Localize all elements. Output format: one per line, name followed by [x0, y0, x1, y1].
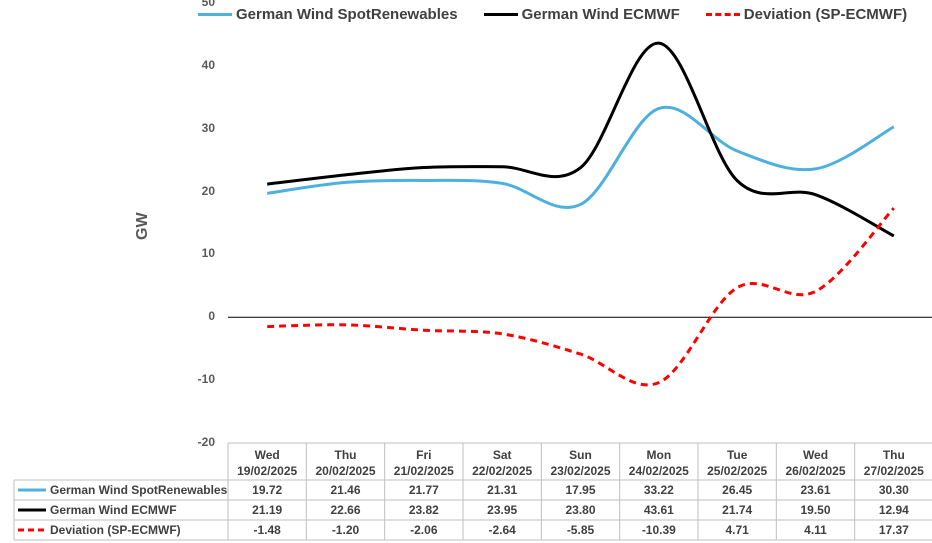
table-cell-value: 23.61 — [800, 483, 830, 497]
table-cell-value: 21.31 — [487, 483, 517, 497]
x-tick-day: Wed — [255, 448, 280, 462]
y-axis-label: GW — [134, 212, 151, 240]
x-tick-date: 25/02/2025 — [707, 464, 767, 478]
legend-label-ecmwf: German Wind ECMWF — [521, 6, 680, 23]
table-cell-value: 17.37 — [879, 523, 909, 537]
series-line-spotrenewables — [266, 105, 895, 209]
y-tick-label: 20 — [201, 183, 215, 198]
x-tick-date: 20/02/2025 — [315, 464, 375, 478]
x-tick-day: Sat — [493, 448, 512, 462]
x-tick-date: 19/02/2025 — [237, 464, 297, 478]
legend-label-spotrenewables: German Wind SpotRenewables — [236, 6, 458, 23]
table-cell-value: 23.82 — [409, 503, 439, 517]
y-tick-label: 40 — [201, 57, 215, 72]
y-tick-label: 0 — [208, 309, 215, 324]
table-cell-value: 30.30 — [879, 483, 909, 497]
series-line-deviation — [267, 207, 895, 387]
table-cell-value: 22.66 — [330, 503, 360, 517]
table-cell-value: 12.94 — [879, 503, 909, 517]
legend-swatch-ecmwf — [483, 13, 518, 16]
table-cell-value: 21.77 — [409, 483, 439, 497]
table-cell-value: 33.22 — [644, 483, 674, 497]
table-cell-value: 4.71 — [725, 523, 749, 537]
x-tick-day: Sun — [569, 448, 592, 462]
y-tick-label: 50 — [201, 0, 215, 9]
x-tick-date: 27/02/2025 — [864, 464, 924, 478]
x-tick-date: 23/02/2025 — [550, 464, 610, 478]
table-cell-value: -2.06 — [410, 523, 438, 537]
x-tick-date: 22/02/2025 — [472, 464, 532, 478]
y-tick-label: -20 — [197, 435, 215, 449]
table-series-name: German Wind ECMWF — [50, 503, 177, 517]
legend-swatch-deviation — [705, 13, 740, 16]
x-tick-day: Fri — [416, 448, 431, 462]
x-tick-date: 21/02/2025 — [394, 464, 454, 478]
y-tick-label: 30 — [201, 120, 215, 135]
table-cell-value: -1.20 — [332, 523, 360, 537]
table-cell-value: -5.85 — [567, 523, 595, 537]
table-cell-value: 19.72 — [252, 483, 282, 497]
legend: German Wind SpotRenewables German Wind E… — [198, 6, 932, 23]
legend-item-spotrenewables: German Wind SpotRenewables — [198, 6, 458, 23]
x-tick-day: Mon — [647, 448, 672, 462]
table-cell-value: 21.46 — [330, 483, 360, 497]
y-tick-label: -10 — [197, 372, 215, 387]
series-line-ecmwf — [266, 41, 895, 238]
table-cell-value: 21.74 — [722, 503, 752, 517]
x-tick-day: Tue — [727, 448, 748, 462]
x-tick-day: Thu — [335, 448, 357, 462]
table-series-name: Deviation (SP-ECMWF) — [50, 523, 181, 537]
table-cell-value: -2.64 — [488, 523, 516, 537]
legend-label-deviation: Deviation (SP-ECMWF) — [743, 6, 908, 23]
x-tick-day: Wed — [803, 448, 828, 462]
table-cell-value: 43.61 — [644, 503, 674, 517]
table-cell-value: 26.45 — [722, 483, 752, 497]
legend-item-ecmwf: German Wind ECMWF — [483, 6, 680, 23]
table-cell-value: 4.11 — [804, 523, 827, 537]
table-cell-value: 23.95 — [487, 503, 517, 517]
table-cell-value: 19.50 — [800, 503, 830, 517]
x-tick-date: 24/02/2025 — [629, 464, 689, 478]
table-cell-value: 23.80 — [565, 503, 595, 517]
x-tick-date: 26/02/2025 — [785, 464, 845, 478]
x-tick-day: Thu — [883, 448, 905, 462]
y-tick-label: 10 — [201, 246, 215, 261]
table-cell-value: 17.95 — [565, 483, 595, 497]
table-series-name: German Wind SpotRenewables — [50, 483, 228, 497]
table-cell-value: 21.19 — [252, 503, 282, 517]
table-cell-value: -10.39 — [642, 523, 676, 537]
legend-item-deviation: Deviation (SP-ECMWF) — [705, 6, 908, 23]
table-cell-value: -1.48 — [253, 523, 281, 537]
legend-swatch-spotrenewables — [198, 13, 232, 16]
